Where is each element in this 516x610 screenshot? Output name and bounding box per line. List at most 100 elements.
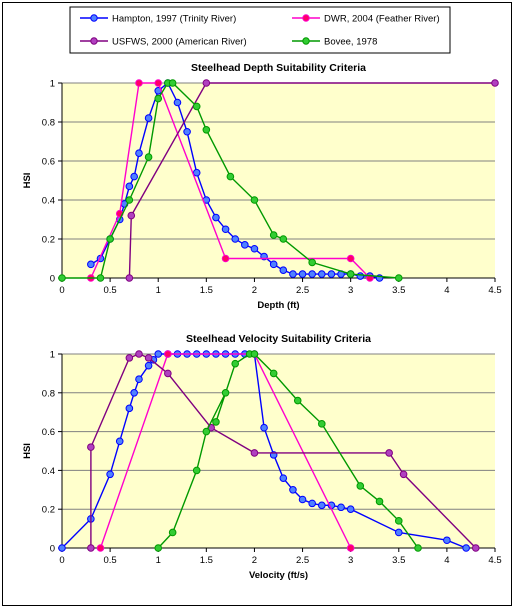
- x-tick-label: 1.5: [200, 285, 213, 296]
- data-point: [221, 225, 230, 234]
- series-2: [87, 350, 480, 552]
- x-axis-label: Depth (ft): [257, 300, 299, 311]
- data-point: [154, 350, 163, 358]
- data-point: [289, 486, 297, 494]
- data-point: [279, 474, 288, 482]
- data-point: [144, 114, 153, 122]
- data-point: [183, 127, 191, 136]
- data-point: [337, 503, 345, 512]
- data-point: [135, 79, 143, 87]
- data-point: [231, 359, 239, 368]
- x-axis-label: Velocity (ft/s): [249, 570, 308, 581]
- data-point: [394, 274, 403, 282]
- data-point: [168, 79, 177, 87]
- data-point: [125, 196, 134, 204]
- y-tick-label: 0.6: [42, 427, 55, 438]
- data-point: [250, 449, 259, 457]
- x-tick-label: 3.5: [392, 285, 405, 296]
- data-point: [202, 427, 211, 436]
- data-point: [269, 260, 278, 269]
- data-point: [462, 544, 470, 552]
- data-point: [318, 420, 326, 428]
- legend-swatch-marker: [90, 37, 98, 45]
- x-tick-label: 1.5: [200, 555, 213, 566]
- data-point: [298, 495, 307, 504]
- x-tick-label: 3: [348, 285, 353, 296]
- data-point: [375, 497, 384, 506]
- data-point: [471, 544, 480, 552]
- data-point: [356, 482, 365, 490]
- x-tick-label: 1: [156, 285, 161, 296]
- data-point: [144, 361, 153, 370]
- y-tick-label: 0.8: [42, 388, 55, 399]
- data-point: [164, 350, 172, 358]
- figure-border: [2, 2, 512, 606]
- plot-area: [62, 354, 495, 548]
- plot-area: [62, 83, 495, 278]
- data-point: [135, 375, 143, 384]
- data-point: [318, 270, 326, 278]
- data-point: [202, 79, 211, 87]
- data-point: [125, 404, 134, 413]
- data-point: [308, 499, 316, 508]
- data-point: [87, 260, 95, 269]
- data-point: [250, 350, 259, 358]
- y-axis-label: HSI: [22, 173, 33, 189]
- data-point: [346, 270, 355, 278]
- y-tick-label: 0.4: [42, 466, 55, 477]
- data-point: [173, 98, 182, 107]
- data-point: [115, 437, 124, 446]
- data-point: [130, 389, 138, 397]
- x-tick-label: 4: [444, 555, 449, 566]
- legend-entry-label: Bovee, 1978: [324, 37, 377, 48]
- data-point: [135, 350, 143, 358]
- data-point: [394, 517, 403, 525]
- data-point: [192, 466, 201, 475]
- y-tick-label: 0.8: [42, 118, 55, 129]
- x-tick-label: 1: [156, 555, 161, 566]
- data-point: [106, 235, 114, 243]
- y-axis-label: HSI: [22, 443, 33, 459]
- data-point: [399, 470, 408, 479]
- y-tick-label: 1: [50, 79, 55, 90]
- data-point: [298, 270, 307, 278]
- velocity-chart: 0 0.2 0.4 0.6 0.8 1 0 0.5 1 1.5 2 2.5 3 3.5 4 4.5 Steelh…: [22, 333, 502, 581]
- data-point: [414, 544, 422, 552]
- x-tick-label: 2: [252, 285, 257, 296]
- x-tick-label: 3: [348, 555, 353, 566]
- data-point: [346, 544, 355, 552]
- series-line: [99, 353, 352, 549]
- data-point: [212, 213, 220, 222]
- data-point: [279, 266, 288, 275]
- data-point: [58, 274, 66, 282]
- x-tick-label: 3.5: [392, 555, 405, 566]
- x-tick-label: 4.5: [488, 285, 501, 296]
- data-point: [125, 182, 134, 191]
- data-point: [212, 418, 220, 426]
- y-tick-label: 0.2: [42, 235, 55, 246]
- data-point: [318, 501, 326, 510]
- x-tick-label: 0.5: [104, 555, 117, 566]
- y-tick-label: 0.4: [42, 196, 55, 207]
- data-point: [346, 505, 355, 514]
- data-point: [250, 196, 259, 204]
- data-point: [154, 79, 163, 87]
- x-tick-label: 4: [444, 285, 449, 296]
- data-point: [168, 528, 177, 537]
- data-point: [127, 211, 136, 220]
- legend-entry-label: DWR, 2004 (Feather River): [324, 14, 440, 25]
- data-point: [260, 423, 268, 432]
- data-point: [308, 258, 316, 267]
- data-point: [491, 79, 499, 87]
- series-2: [125, 79, 499, 282]
- x-tick-label: 0.5: [104, 285, 117, 296]
- data-point: [164, 369, 172, 378]
- series-line: [128, 82, 495, 279]
- y-tick-label: 0: [50, 274, 55, 285]
- data-point: [202, 126, 211, 134]
- data-point: [385, 449, 393, 457]
- legend: Hampton, 1997 (Trinity River) DWR, 2004 (…: [69, 6, 451, 54]
- data-point: [144, 153, 153, 161]
- series-3: [58, 79, 403, 282]
